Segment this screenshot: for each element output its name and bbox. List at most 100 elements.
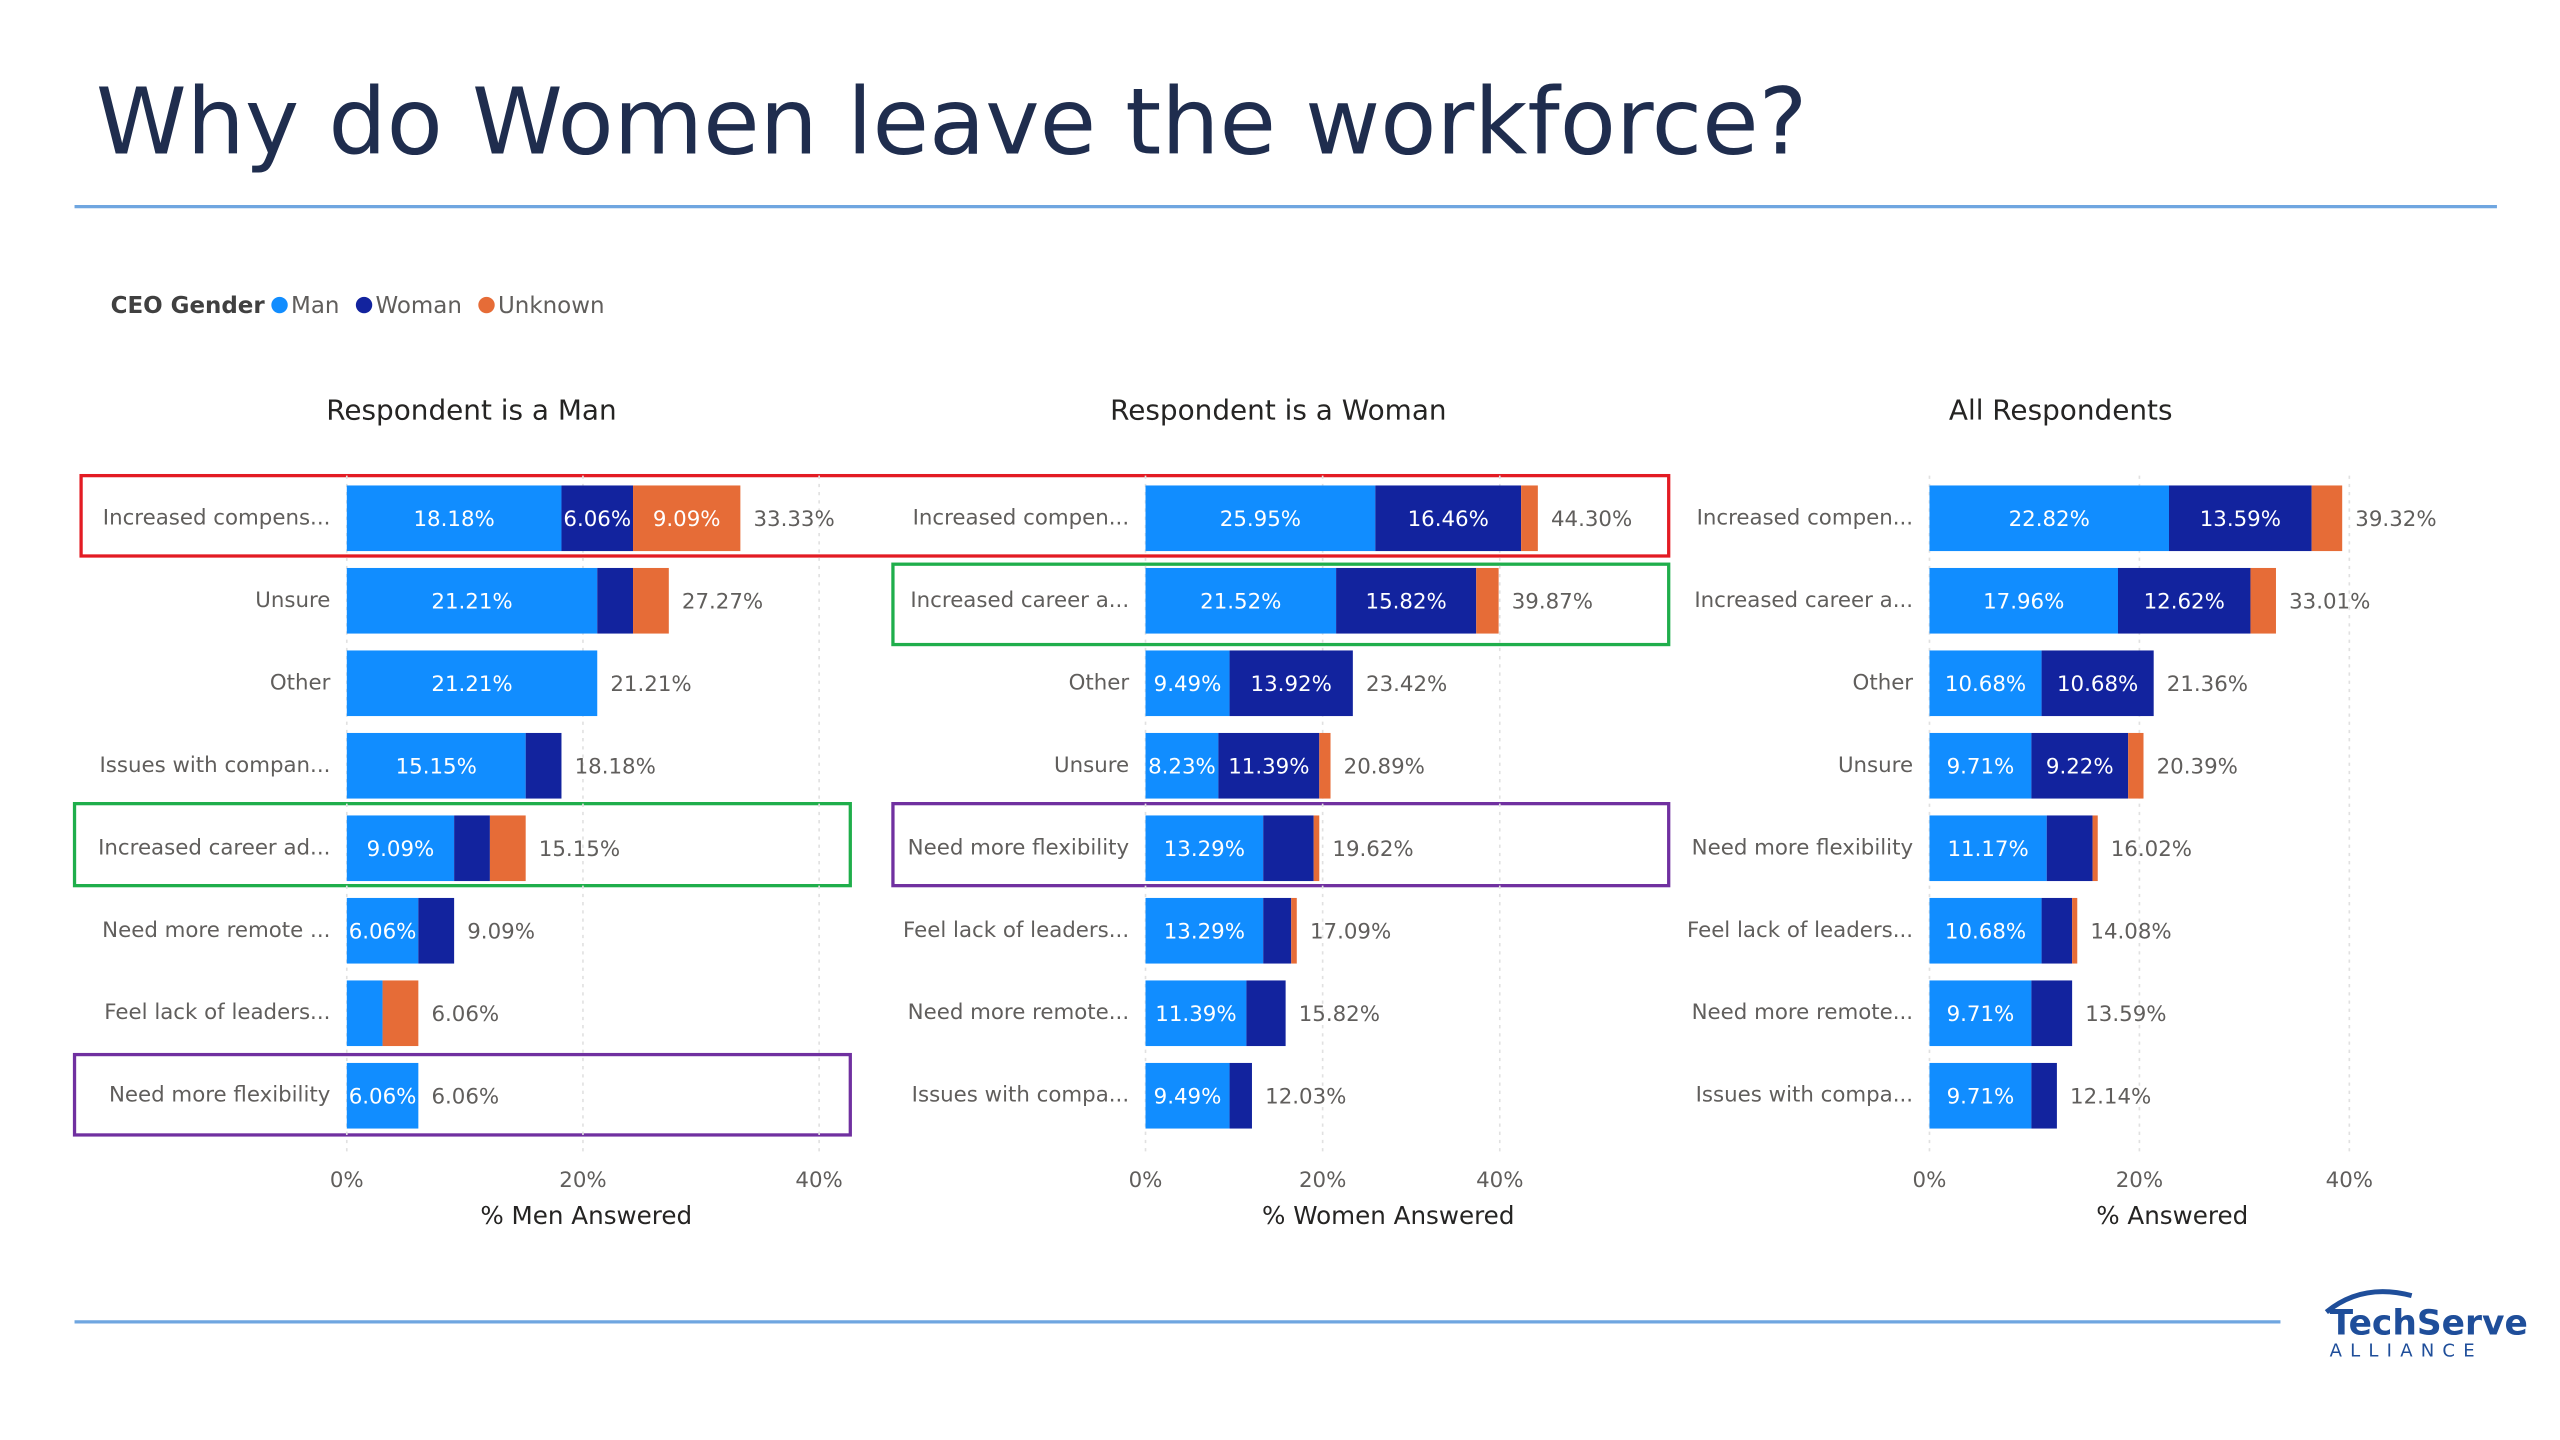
value-label: 13.59% — [2200, 507, 2281, 532]
value-label: 21.21% — [431, 589, 512, 614]
slide-title: Why do Women leave the workforce? — [96, 68, 1808, 175]
highlight-box — [72, 802, 852, 888]
x-axis-label: % Men Answered — [480, 1201, 692, 1230]
value-label: 13.29% — [1164, 837, 1245, 862]
value-label: 9.71% — [1947, 754, 2015, 779]
bar-segment — [489, 815, 526, 882]
value-label: 22.82% — [2009, 507, 2090, 532]
bar-segment — [2041, 650, 2154, 717]
value-label: 13.92% — [1251, 672, 1332, 697]
bar-segment — [1929, 732, 2032, 799]
bar-segment — [346, 1062, 419, 1129]
category-label: Other — [1069, 670, 1130, 695]
bar-segment — [1263, 897, 1292, 964]
category-label: Issues with compa... — [912, 1083, 1129, 1108]
bar-segment — [346, 815, 455, 882]
total-label: 6.06% — [431, 1002, 499, 1027]
value-label: 8.23% — [1148, 754, 1216, 779]
bar-segment — [1145, 567, 1337, 634]
legend-label: Man — [291, 293, 339, 319]
category-label: Unsure — [255, 588, 330, 613]
value-label: 10.68% — [1945, 672, 2026, 697]
bar-segment — [1263, 815, 1314, 882]
value-label: 12.62% — [2144, 589, 2225, 614]
value-label: 9.09% — [367, 837, 435, 862]
legend: Man Woman Unknown — [271, 293, 605, 319]
value-label: 9.09% — [653, 507, 721, 532]
legend-marker — [478, 296, 495, 314]
total-label: 12.03% — [1265, 1084, 1346, 1109]
total-label: 15.15% — [539, 837, 620, 862]
bar-segment — [1929, 650, 2042, 717]
logo-swoosh — [2324, 1289, 2413, 1314]
bar-segment — [1929, 485, 2170, 552]
bar-segment — [1313, 815, 1320, 882]
category-label: Increased compen... — [913, 505, 1130, 530]
total-label: 19.62% — [1332, 837, 1413, 862]
value-label: 21.52% — [1200, 589, 1281, 614]
bar-segment — [1145, 897, 1264, 964]
bar-segment — [1145, 485, 1376, 552]
bar-segment — [346, 485, 562, 552]
bar-segment — [2031, 1062, 2057, 1129]
bar-segment — [561, 485, 634, 552]
total-label: 18.18% — [575, 754, 656, 779]
category-label: Other — [270, 670, 331, 695]
highlight-box — [891, 802, 1671, 888]
bar-segment — [633, 567, 669, 634]
x-tick-label: 20% — [559, 1168, 606, 1193]
total-label: 15.82% — [1299, 1002, 1380, 1027]
category-label: Issues with compa... — [1696, 1083, 1913, 1108]
bar-segment — [1336, 567, 1477, 634]
category-label: Unsure — [1054, 753, 1129, 778]
bar-segment — [346, 980, 383, 1047]
bar-segment — [2092, 815, 2098, 882]
value-label: 18.18% — [413, 507, 494, 532]
value-label: 13.29% — [1164, 919, 1245, 944]
value-label: 9.71% — [1947, 1084, 2015, 1109]
bar-segment — [2169, 485, 2312, 552]
bar-segment — [1229, 650, 1353, 717]
value-label: 11.39% — [1228, 754, 1309, 779]
chart-title: Respondent is a Woman — [1110, 394, 1446, 427]
logo-name: TechServe — [2330, 1304, 2528, 1344]
value-label: 11.39% — [1155, 1002, 1236, 1027]
category-label: Feel lack of leaders... — [903, 918, 1129, 943]
x-tick-label: 0% — [1129, 1168, 1163, 1193]
category-label: Need more remote ... — [102, 918, 330, 943]
x-axis-label: % Women Answered — [1262, 1201, 1514, 1230]
bar-segment — [2072, 897, 2078, 964]
bar-segment — [346, 897, 419, 964]
total-label: 33.33% — [753, 507, 834, 532]
highlight-box — [72, 1052, 852, 1137]
value-label: 16.46% — [1408, 507, 1489, 532]
total-label: 13.59% — [2085, 1002, 2166, 1027]
category-label: Increased career ad... — [98, 835, 330, 860]
category-label: Need more remote... — [1692, 1000, 1913, 1025]
bar-segment — [1145, 815, 1264, 882]
value-label: 15.82% — [1366, 589, 1447, 614]
legend-title: CEO Gender — [111, 293, 266, 319]
bar-segment — [1521, 485, 1538, 552]
value-label: 6.06% — [563, 507, 631, 532]
bar-segment — [2031, 980, 2073, 1047]
bar-segment — [1229, 1062, 1252, 1129]
total-label: 21.21% — [610, 672, 691, 697]
total-label: 33.01% — [2289, 589, 2370, 614]
total-label: 20.89% — [1344, 754, 1425, 779]
bar-segment — [2250, 567, 2276, 634]
total-label: 14.08% — [2090, 919, 2171, 944]
value-label: 10.68% — [1945, 919, 2026, 944]
x-tick-label: 40% — [795, 1168, 842, 1193]
value-label: 15.15% — [396, 754, 477, 779]
category-label: Need more flexibility — [1692, 835, 1913, 860]
x-tick-label: 0% — [330, 1168, 364, 1193]
bar-segment — [454, 815, 490, 882]
bar-segment — [2031, 732, 2129, 799]
legend-label: Unknown — [498, 293, 605, 319]
bar-segment — [2046, 815, 2093, 882]
bar-segment — [1145, 650, 1230, 717]
total-label: 23.42% — [1366, 672, 1447, 697]
value-label: 9.49% — [1154, 1084, 1222, 1109]
bar-segment — [597, 567, 634, 634]
